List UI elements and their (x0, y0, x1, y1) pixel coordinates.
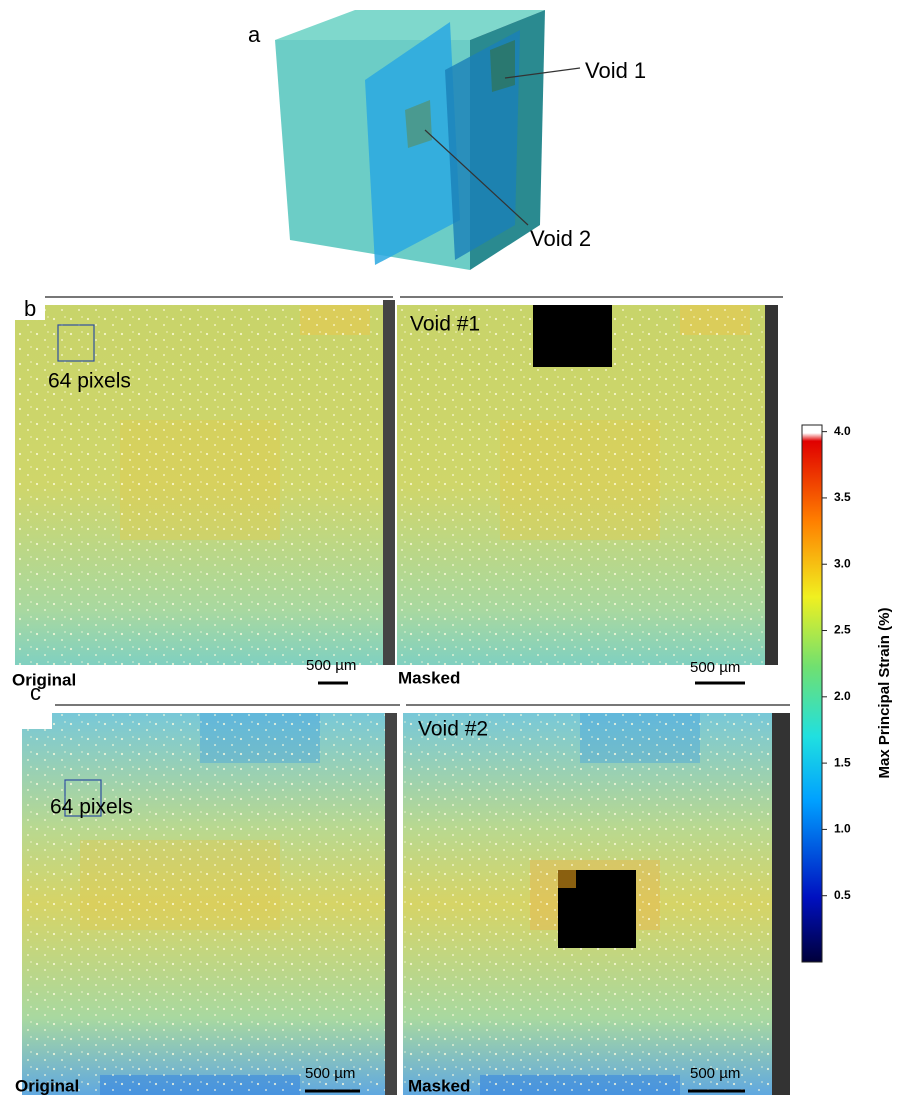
annotation: Void #1 (410, 313, 480, 336)
colorbar-tick-label: 2.5 (834, 623, 851, 637)
scale-bar-label: 500 µm (306, 657, 356, 674)
colorbar-title: Max Principal Strain (%) (876, 608, 893, 779)
caption: Masked (408, 1076, 470, 1095)
annotation: Void 2 (530, 226, 591, 251)
scale-bar-label: 500 µm (690, 659, 740, 676)
caption: Masked (398, 668, 460, 687)
annotation: Void 1 (585, 58, 646, 83)
colorbar-tick-label: 1.5 (834, 755, 851, 769)
colorbar: Max Principal Strain (%) 0.5 1.0 1.5 2.0 2.5… (802, 424, 893, 962)
annotation: Void #2 (418, 718, 488, 741)
colorbar-tick-label: 4.0 (834, 424, 851, 438)
panel-b: b 64 pixels Void #1 Original Masked 500 … (12, 296, 783, 690)
scale-bar-label: 500 µm (305, 1065, 355, 1082)
annotation: 64 pixels (48, 370, 131, 393)
colorbar-tick-label: 0.5 (834, 888, 851, 902)
cube-diagram: a Void 1 Void 2 (248, 10, 646, 270)
panel-c: c 64 pixels Void #2 Original Masked 500 … (15, 680, 790, 1096)
annotation: 64 pixels (50, 796, 133, 819)
panel-label: b (24, 296, 36, 321)
caption: Original (15, 1076, 79, 1095)
caption: Original (12, 670, 76, 689)
scale-bar-label: 500 µm (690, 1065, 740, 1082)
colorbar-tick-label: 3.0 (834, 556, 851, 570)
panel-label: a (248, 22, 261, 47)
colorbar-tick-label: 1.0 (834, 822, 851, 836)
figure: a Void 1 Void 2 b 64 pixels Void #1 Orig… (0, 0, 899, 1103)
colorbar-tick-label: 2.0 (834, 689, 851, 703)
panel-label: c (30, 680, 41, 705)
colorbar-tick-label: 3.5 (834, 490, 851, 504)
